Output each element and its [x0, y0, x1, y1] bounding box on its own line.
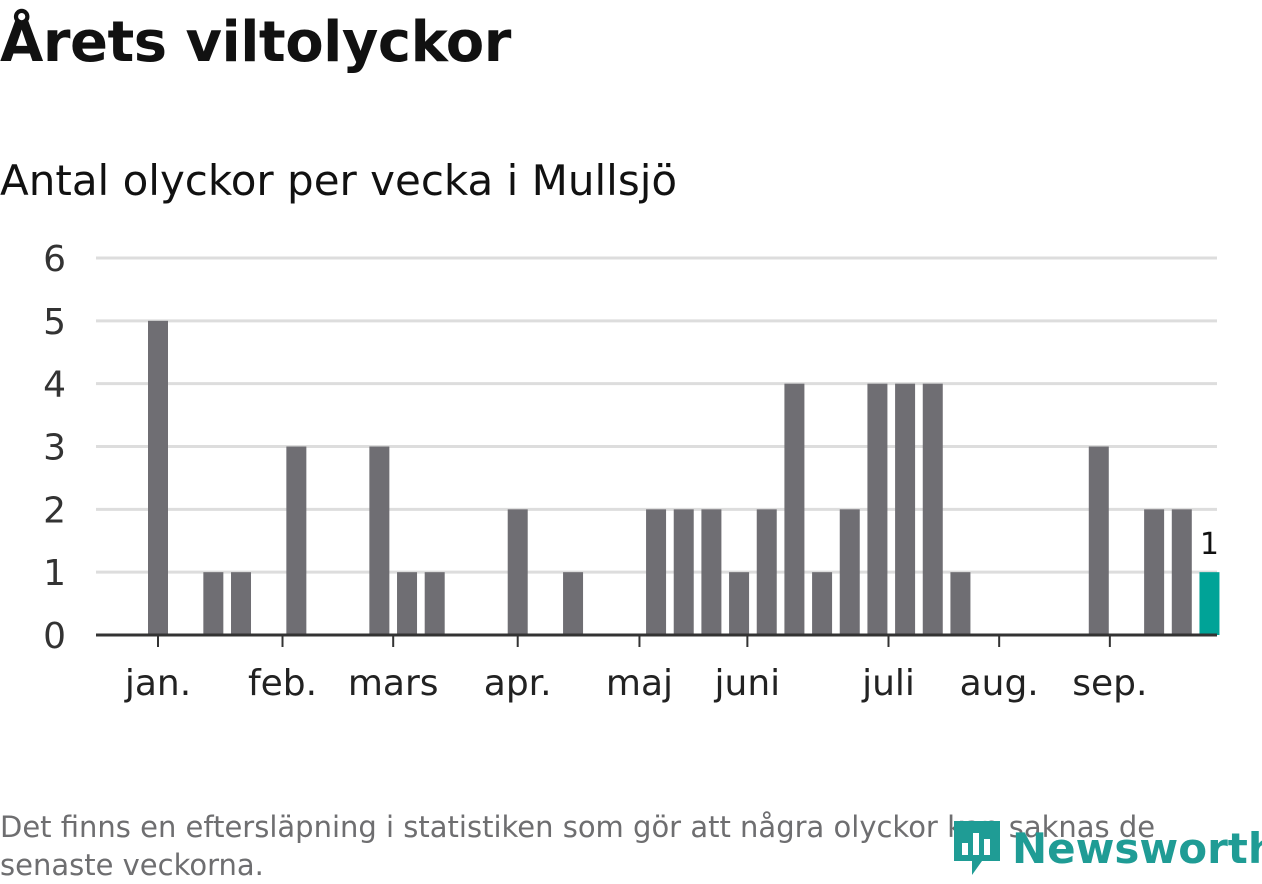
x-tick-label: mars [348, 663, 439, 704]
y-tick-label: 1 [43, 553, 66, 594]
x-tick-label: juni [714, 663, 781, 704]
y-tick-label: 3 [43, 428, 66, 469]
bar [784, 383, 805, 635]
bar [1144, 509, 1165, 635]
y-tick-label: 2 [43, 490, 66, 531]
bar [286, 446, 307, 635]
bar [950, 572, 971, 635]
x-tick-label: sep. [1072, 663, 1147, 704]
bar [203, 572, 224, 635]
y-tick-label: 6 [43, 239, 66, 280]
chart-subtitle: Antal olyckor per vecka i Mullsjö [0, 156, 678, 205]
bar [397, 572, 418, 635]
bar [231, 572, 252, 635]
bars [148, 320, 1220, 635]
bar [756, 509, 777, 635]
bar [1088, 446, 1109, 635]
bar [646, 509, 667, 635]
bar [729, 572, 750, 635]
bar [563, 572, 584, 635]
chart-title: Årets viltolyckor [0, 10, 511, 75]
bar-current-week [1199, 572, 1220, 635]
bar [812, 572, 833, 635]
bar [839, 509, 860, 635]
y-tick-label: 5 [43, 302, 66, 343]
newsworthy-logo-icon [954, 821, 1000, 875]
last-bar-value-label: 1 [1200, 527, 1219, 562]
y-tick-label: 4 [43, 365, 66, 406]
x-tick-label: feb. [248, 663, 317, 704]
bar [922, 383, 943, 635]
x-axis: jan. feb. mars apr. maj juni juli aug. sep. [96, 633, 1217, 704]
bar [701, 509, 722, 635]
brand-logo[interactable]: Newsworthy [952, 818, 1262, 878]
x-tick-label: aug. [960, 663, 1039, 704]
bar [1171, 509, 1192, 635]
bar [148, 320, 168, 635]
y-tick-label: 0 [43, 616, 66, 657]
bar [895, 383, 916, 635]
x-tick-label: jan. [124, 663, 191, 704]
brand-name: Newsworthy [1012, 823, 1262, 873]
x-tick-label: apr. [484, 663, 552, 704]
y-axis-ticks: 0 1 2 3 4 5 6 [43, 239, 66, 657]
x-tick-label: maj [606, 663, 673, 704]
bar [867, 383, 888, 635]
bar [369, 446, 390, 635]
bar [673, 509, 694, 635]
bar [507, 509, 528, 635]
bar [424, 572, 445, 635]
bar-chart: 0 1 2 3 4 5 6 jan. feb. mars apr. maj juni juli aug. s… [43, 239, 1220, 704]
x-tick-label: juli [861, 663, 915, 704]
data-labels: 1 [1200, 527, 1219, 562]
